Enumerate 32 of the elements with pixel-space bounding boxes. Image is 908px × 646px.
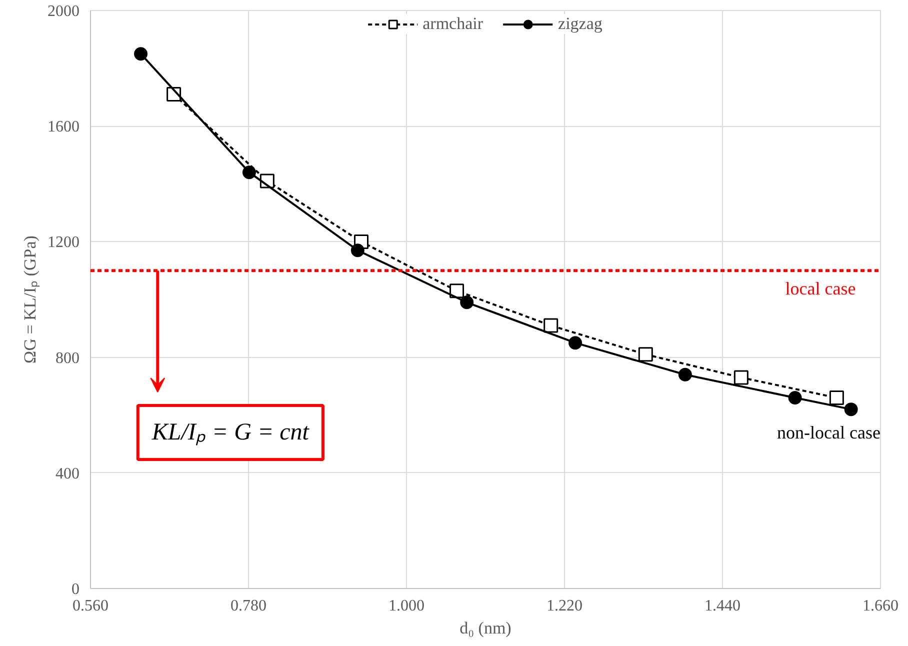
- y-axis-title: ΩG = KL/Iₚ (GPa): [20, 236, 40, 364]
- y-tick-label: 1200: [48, 234, 80, 252]
- x-tick-label: 1.220: [546, 598, 582, 614]
- x-axis-title: d₀ (nm): [460, 618, 512, 638]
- y-tick-label: 800: [56, 350, 80, 367]
- annotation: non-local case: [777, 422, 881, 442]
- point: [350, 244, 364, 258]
- x-tick-label: 1.440: [704, 598, 740, 614]
- legend-label: zigzag: [558, 14, 602, 34]
- point: [734, 370, 748, 385]
- ref-line-label: local case: [785, 278, 856, 299]
- point: [678, 368, 692, 382]
- x-tick-label: 1.660: [862, 598, 898, 614]
- point: [134, 47, 148, 61]
- point: [638, 347, 653, 362]
- point: [242, 166, 256, 180]
- y-tick-label: 2000: [48, 3, 80, 20]
- y-tick-label: 1600: [48, 118, 80, 136]
- point: [829, 390, 844, 406]
- point: [568, 336, 582, 350]
- y-tick-label: 400: [56, 465, 80, 482]
- x-tick-label: 1.000: [388, 598, 424, 614]
- point: [788, 391, 802, 404]
- x-tick-label: 0.560: [72, 598, 108, 614]
- x-tick-label: 0.780: [230, 598, 266, 614]
- point: [544, 318, 558, 333]
- legend-label: armchair: [422, 14, 484, 34]
- point: [460, 296, 474, 310]
- point: [844, 402, 858, 416]
- point: [450, 284, 464, 298]
- y-tick-label: 0: [72, 581, 80, 598]
- annotation: KL/Iₚ = G = cnt: [150, 419, 310, 446]
